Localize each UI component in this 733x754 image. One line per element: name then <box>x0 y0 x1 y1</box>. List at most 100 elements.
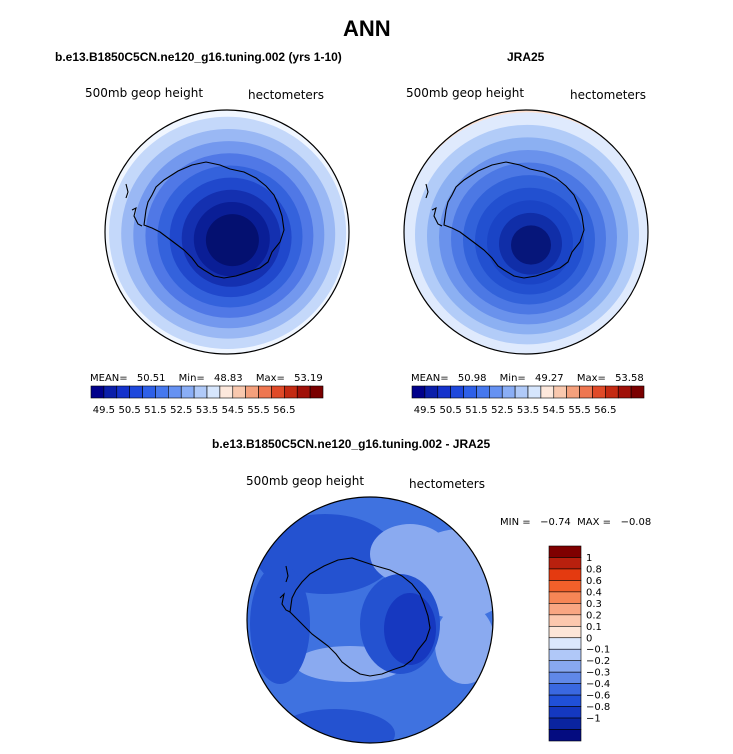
right-contour-fill <box>404 110 648 354</box>
colorbar-box <box>90 385 105 399</box>
left-mean-value: 50.51 <box>136 373 166 384</box>
diff-map-border <box>246 496 494 744</box>
diff-coastline <box>279 557 431 677</box>
colorbar-box <box>271 385 285 399</box>
colorbar-tick-label: 50.5 <box>119 405 141 416</box>
colorbar-box <box>232 385 246 399</box>
diff-colorbar-tick-label: −0.1 <box>586 645 610 656</box>
diff-colorbar-tick-label: 0.6 <box>586 576 602 587</box>
colorbar-box <box>168 385 182 399</box>
colorbar-box <box>463 385 477 399</box>
colorbar-box <box>424 385 439 399</box>
diff-colorbar-box <box>548 557 582 570</box>
left-max-value: 53.19 <box>294 373 323 384</box>
diff-colorbar-tick-label: 0.3 <box>586 599 602 610</box>
colorbar-box <box>450 385 464 399</box>
diff-colorbar-tick-label: −0.2 <box>586 656 610 667</box>
right-max-label: Max= <box>576 373 606 384</box>
right-variable-label: 500mb geop height <box>406 86 525 100</box>
colorbar-tick-label: 56.5 <box>594 405 616 416</box>
colorbar-box <box>129 385 143 399</box>
diff-contour-fill <box>247 497 493 743</box>
diff-colorbar-tick-label: 0.4 <box>586 587 602 598</box>
colorbar-box <box>309 385 324 399</box>
diff-colorbar-box <box>548 706 582 719</box>
diff-colorbar-tick-label: −0.4 <box>586 679 610 690</box>
colorbar-box <box>592 385 606 399</box>
colorbar-tick-label: 51.5 <box>144 405 166 416</box>
colorbar-tick-label: 53.5 <box>517 405 539 416</box>
main-title: ANN <box>343 16 391 41</box>
diff-darkest-region-center <box>384 593 436 665</box>
left-min-label: Min= <box>178 373 205 384</box>
diff-colorbar-box <box>548 580 582 593</box>
diff-colorbar-box <box>548 545 582 558</box>
left-coastline <box>125 161 285 279</box>
left-panel-title: b.e13.B1850C5CN.ne120_g16.tuning.002 (yr… <box>55 50 342 64</box>
diff-colorbar-box <box>548 637 582 650</box>
colorbar-box <box>219 385 234 399</box>
left-max-label: Max= <box>255 373 285 384</box>
diff-colorbar-tick-label: 0.2 <box>586 610 602 621</box>
right-panel-title: JRA25 <box>507 50 545 64</box>
colorbar-box <box>411 385 426 399</box>
colorbar-box <box>501 385 516 399</box>
right-units-label: hectometers <box>570 88 646 102</box>
diff-panel-title: b.e13.B1850C5CN.ne120_g16.tuning.002 - J… <box>212 437 491 451</box>
colorbar-box <box>605 385 619 399</box>
diff-colorbar-box <box>548 603 582 616</box>
left-contour-fill <box>105 110 349 354</box>
diff-variable-label: 500mb geop height <box>246 474 365 488</box>
diff-colorbar-tick-label: 0.1 <box>586 622 602 633</box>
right-map-border <box>403 109 649 355</box>
colorbar-box <box>540 385 555 399</box>
right-mean-label: MEAN= <box>411 373 449 384</box>
contour-band <box>205 214 259 267</box>
right-stats: MEAN= 50.98 Min= 49.27 Max= 53.58 <box>411 373 644 384</box>
right-min-value: 49.27 <box>534 373 564 384</box>
colorbar-box <box>630 385 645 399</box>
diff-light-region-e <box>435 604 493 684</box>
left-units-label: hectometers <box>248 88 324 102</box>
left-mean-label: MEAN= <box>90 373 128 384</box>
diff-light-region-n <box>370 524 450 584</box>
diff-colorbar-box <box>548 683 582 696</box>
diff-dark-region-s <box>275 709 395 743</box>
diff-colorbar-tick-label: −0.6 <box>586 691 610 702</box>
colorbar-box <box>476 385 490 399</box>
left-variable-label: 500mb geop height <box>85 86 204 100</box>
colorbar-tick-label: 51.5 <box>465 405 487 416</box>
colorbar-box <box>193 385 208 399</box>
colorbar-tick-label: 52.5 <box>170 405 192 416</box>
colorbar-box <box>489 385 503 399</box>
colorbar-box <box>579 385 593 399</box>
colorbar-tick-label: 55.5 <box>568 405 590 416</box>
diff-units-label: hectometers <box>409 477 485 491</box>
diff-colorbar-box <box>548 660 582 673</box>
diff-colorbar-tick-label: −0.8 <box>586 702 610 713</box>
diff-colorbar-tick-label: −1 <box>586 714 601 725</box>
colorbar-tick-label: 50.5 <box>440 405 462 416</box>
diff-colorbar-tick-label: 0.8 <box>586 564 602 575</box>
colorbar-box <box>103 385 118 399</box>
contour-band <box>511 225 551 265</box>
colorbar-tick-label: 52.5 <box>491 405 513 416</box>
colorbar-tick-label: 53.5 <box>196 405 218 416</box>
colorbar-tick-label: 54.5 <box>222 405 244 416</box>
right-min-label: Min= <box>499 373 526 384</box>
colorbar-box <box>514 385 529 399</box>
diff-dark-region-w <box>250 564 310 684</box>
colorbar-tick-label: 49.5 <box>93 405 115 416</box>
colorbar-box <box>296 385 311 399</box>
right-coastline <box>425 161 585 279</box>
diff-colorbar-box <box>548 648 582 662</box>
colorbar-box <box>180 385 195 399</box>
colorbar-tick-label: 56.5 <box>273 405 295 416</box>
diff-colorbar-box <box>548 625 582 639</box>
colorbar-box <box>245 385 259 399</box>
diff-minmax: MIN = −0.74 MAX = −0.08 <box>500 517 652 528</box>
colorbar-box <box>155 385 169 399</box>
colorbar-box <box>258 385 272 399</box>
colorbar-box <box>527 385 542 399</box>
diff-colorbar-box <box>548 717 582 730</box>
